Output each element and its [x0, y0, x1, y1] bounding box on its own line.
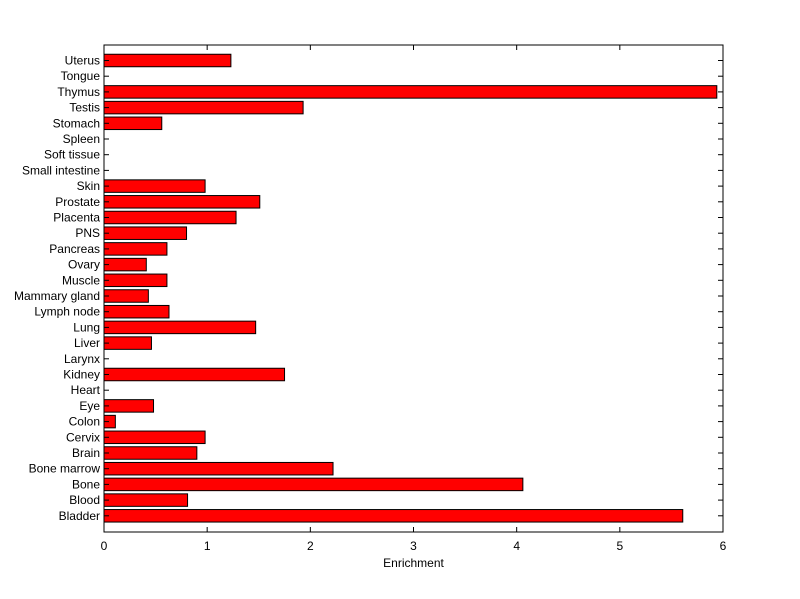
y-tick-label: Blood — [69, 493, 100, 507]
bar-kidney — [103, 367, 286, 382]
bar-stomach — [103, 116, 163, 131]
bar-muscle — [103, 273, 168, 288]
y-tick-label: Liver — [74, 336, 100, 350]
y-tick-label: Small intestine — [22, 163, 100, 177]
y-tick-label: Spleen — [63, 132, 100, 146]
bar-pancreas — [103, 242, 168, 256]
y-tick-label: Eye — [79, 399, 100, 413]
y-tick-label: Stomach — [53, 116, 100, 130]
bars-group — [103, 53, 718, 523]
x-axis-ticks: 0 1 2 3 4 5 6 — [101, 45, 727, 553]
y-tick-label: Mammary gland — [14, 289, 100, 303]
y-tick-label: Cervix — [66, 430, 100, 444]
x-axis-label: Enrichment — [383, 556, 444, 570]
bar-liver — [103, 336, 152, 350]
x-tick-label: 6 — [720, 539, 727, 553]
bar-bone-marrow — [103, 461, 334, 476]
bar-mammary-gland — [103, 289, 149, 303]
y-tick-label: Placenta — [53, 211, 100, 225]
y-tick-label: Bone marrow — [29, 462, 101, 476]
y-tick-label: Pancreas — [49, 242, 100, 256]
bar-placenta — [103, 210, 237, 225]
y-tick-label: Soft tissue — [44, 148, 100, 162]
x-tick-label: 0 — [101, 539, 108, 553]
x-tick-label: 5 — [616, 539, 623, 553]
bar-eye — [103, 399, 155, 413]
bar-prostate — [103, 195, 261, 209]
y-tick-label: Bone — [72, 477, 100, 491]
y-tick-label: Bladder — [59, 509, 100, 523]
x-tick-label: 1 — [204, 539, 211, 553]
y-tick-label: PNS — [75, 226, 100, 240]
y-tick-label: Colon — [69, 415, 100, 429]
bar-brain — [103, 446, 198, 460]
y-tick-label: Lung — [73, 320, 100, 334]
bar-ovary — [103, 257, 147, 272]
bar-pns — [103, 226, 188, 240]
bar-bone — [103, 477, 524, 492]
bar-bladder — [103, 509, 684, 523]
y-tick-label: Brain — [72, 446, 100, 460]
bar-uterus — [103, 53, 232, 68]
x-tick-label: 4 — [513, 539, 520, 553]
bar-lung — [103, 320, 257, 335]
bar-blood — [103, 493, 189, 507]
y-tick-label: Heart — [71, 383, 101, 397]
y-tick-label: Lymph node — [34, 305, 100, 319]
y-tick-label: Skin — [77, 179, 100, 193]
y-tick-label: Ovary — [68, 258, 100, 272]
y-tick-label: Muscle — [62, 273, 100, 287]
bar-thymus — [103, 85, 718, 99]
x-tick-label: 2 — [307, 539, 314, 553]
y-tick-label: Larynx — [64, 352, 100, 366]
y-tick-label: Thymus — [57, 85, 100, 99]
y-tick-label: Tongue — [61, 69, 101, 83]
y-tick-label: Prostate — [55, 195, 100, 209]
bar-cervix — [103, 430, 206, 445]
bar-lymph-node — [103, 304, 170, 319]
y-tick-label: Testis — [69, 101, 100, 115]
bar-testis — [103, 100, 304, 115]
bar-skin — [103, 179, 206, 193]
y-tick-label: Uterus — [65, 54, 100, 68]
x-tick-label: 3 — [410, 539, 417, 553]
plot-frame — [103, 44, 724, 533]
y-tick-label: Kidney — [63, 368, 100, 382]
